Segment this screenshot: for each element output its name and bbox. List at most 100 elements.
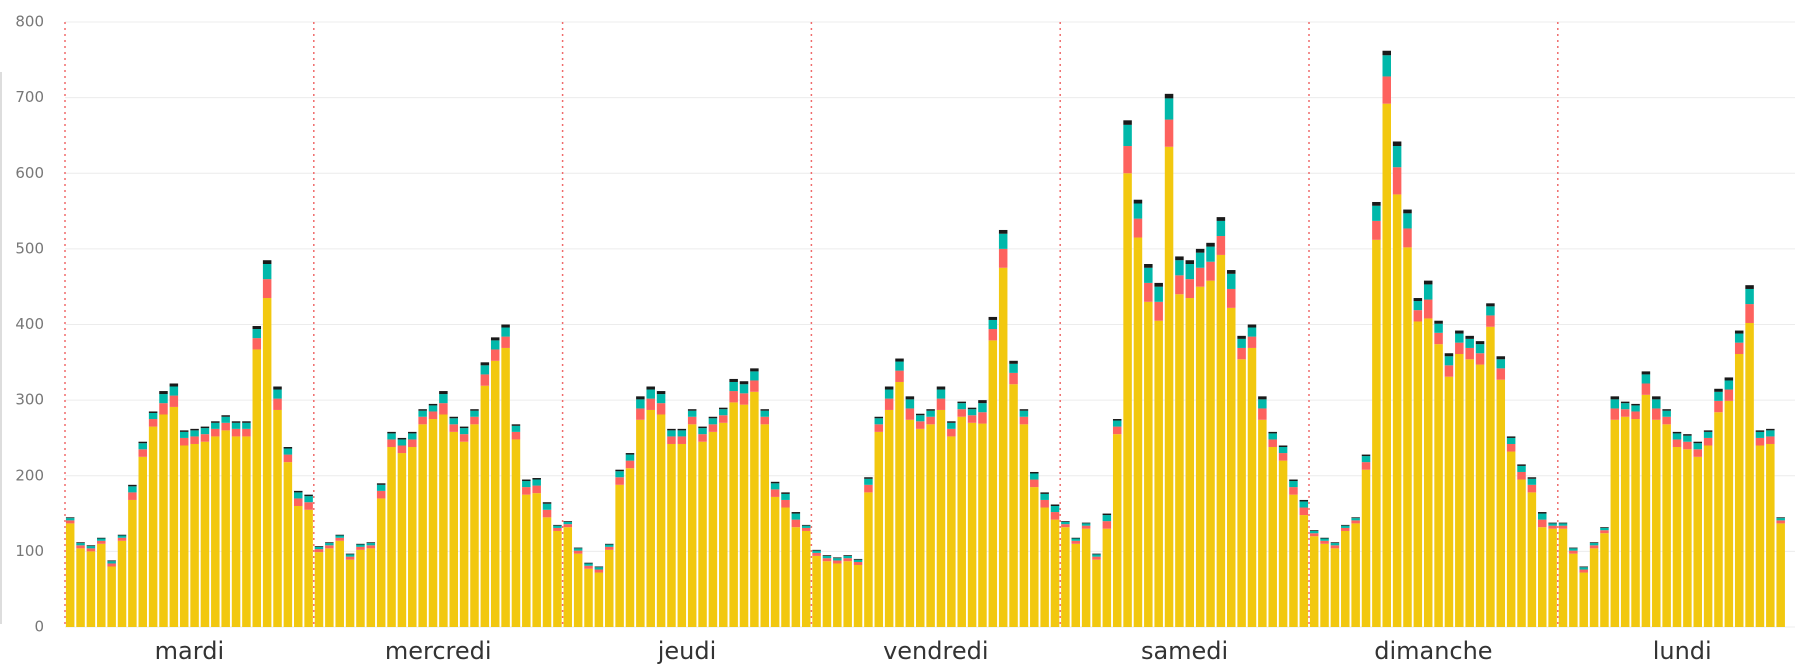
bar-segment bbox=[86, 551, 96, 627]
bar-segment bbox=[926, 424, 935, 627]
bar-segment bbox=[1071, 543, 1081, 627]
bar-segment bbox=[1506, 451, 1516, 627]
bar-segment bbox=[553, 525, 562, 528]
bar-segment bbox=[864, 478, 873, 485]
bar-segment bbox=[1745, 288, 1754, 305]
bar-segment bbox=[408, 431, 417, 434]
bar-segment bbox=[1164, 98, 1174, 120]
bar-segment bbox=[1486, 303, 1495, 307]
bar-segment bbox=[1330, 543, 1340, 546]
bar-segment bbox=[646, 389, 655, 399]
bar-segment bbox=[532, 478, 541, 480]
bar-segment bbox=[1641, 374, 1651, 384]
bar-segment bbox=[345, 559, 355, 627]
bar-segment bbox=[1247, 347, 1257, 627]
bar-segment bbox=[957, 409, 966, 417]
bar-segment bbox=[128, 492, 137, 500]
bar-segment bbox=[356, 544, 365, 547]
bar-segment bbox=[1465, 338, 1474, 348]
bar-segment bbox=[1144, 264, 1153, 268]
bar-segment bbox=[1620, 409, 1630, 417]
bar-segment bbox=[293, 498, 303, 506]
bar-segment bbox=[750, 371, 759, 381]
bar-segment bbox=[1486, 326, 1495, 627]
bar-segment bbox=[1102, 528, 1112, 627]
bar-segment bbox=[1444, 353, 1454, 357]
bar-segment bbox=[179, 437, 189, 446]
bar-segment bbox=[677, 436, 687, 444]
bar-segment bbox=[988, 316, 998, 320]
bar-segment bbox=[708, 418, 718, 425]
bar-segment bbox=[1444, 365, 1454, 377]
bar-segment bbox=[283, 462, 293, 627]
bar-segment bbox=[1309, 536, 1319, 627]
x-tick-label: dimanche bbox=[1374, 637, 1492, 665]
bar-segment bbox=[1237, 347, 1246, 360]
bar-segment bbox=[1216, 254, 1226, 628]
bar-segment bbox=[480, 362, 490, 366]
bar-segment bbox=[687, 416, 697, 425]
bar-segment bbox=[1600, 527, 1609, 528]
bar-segment bbox=[1662, 410, 1671, 417]
bar-segment bbox=[936, 398, 946, 410]
bar-segment bbox=[895, 381, 904, 627]
bar-segment bbox=[1631, 419, 1640, 627]
bar-segment bbox=[522, 481, 531, 488]
bar-segment bbox=[273, 389, 282, 399]
bar-segment bbox=[1216, 220, 1226, 237]
bar-segment bbox=[1496, 356, 1506, 360]
bar-segment bbox=[376, 484, 386, 491]
bar-segment bbox=[874, 416, 884, 419]
bar-segment bbox=[1341, 530, 1350, 627]
bar-segment bbox=[1600, 530, 1609, 534]
bar-segment bbox=[1361, 462, 1371, 470]
bar-segment bbox=[1672, 431, 1682, 434]
bar-segment bbox=[159, 403, 168, 415]
bar-segment bbox=[242, 421, 251, 423]
bar-segment bbox=[729, 391, 738, 403]
bar-segment bbox=[1724, 380, 1734, 390]
bar-segment bbox=[325, 548, 334, 627]
bar-segment bbox=[470, 424, 479, 627]
bar-segment bbox=[1714, 388, 1723, 392]
bar-segment bbox=[1506, 443, 1516, 452]
bar-segment bbox=[65, 523, 75, 627]
bar-segment bbox=[325, 545, 334, 549]
bar-segment bbox=[293, 492, 303, 499]
bar-segment bbox=[397, 437, 407, 440]
bar-segment bbox=[231, 436, 241, 627]
bar-segment bbox=[1620, 403, 1630, 410]
y-tick-label: 200 bbox=[15, 466, 44, 484]
bar-segment bbox=[625, 454, 635, 461]
bar-segment bbox=[1755, 437, 1765, 446]
bar-segment bbox=[1517, 464, 1526, 466]
bar-segment bbox=[1061, 521, 1070, 522]
bar-segment bbox=[128, 486, 137, 493]
bar-segment bbox=[895, 358, 904, 362]
bar-segment bbox=[1527, 478, 1537, 485]
bar-segment bbox=[936, 409, 946, 627]
bar-segment bbox=[501, 327, 510, 337]
bar-segment bbox=[252, 338, 262, 350]
bar-segment bbox=[231, 422, 241, 429]
bar-segment bbox=[1351, 520, 1360, 524]
bar-segment bbox=[1216, 236, 1226, 255]
bar-segment bbox=[1444, 356, 1454, 366]
bar-segment bbox=[822, 558, 832, 562]
bar-segment bbox=[418, 410, 427, 417]
bar-segment bbox=[242, 428, 251, 437]
bar-segment bbox=[97, 538, 106, 541]
bar-segment bbox=[1724, 377, 1734, 381]
bar-segment bbox=[97, 540, 106, 544]
bar-segment bbox=[957, 403, 966, 410]
bar-segment bbox=[262, 298, 272, 627]
bar-segment bbox=[304, 502, 313, 510]
bar-segment bbox=[1527, 492, 1537, 627]
bar-segment bbox=[179, 431, 189, 438]
bar-segment bbox=[490, 340, 500, 350]
bar-segment bbox=[107, 561, 116, 564]
bar-segment bbox=[1341, 527, 1350, 531]
bar-segment bbox=[1092, 556, 1101, 560]
bar-segment bbox=[584, 563, 593, 566]
bar-segment bbox=[864, 492, 873, 627]
